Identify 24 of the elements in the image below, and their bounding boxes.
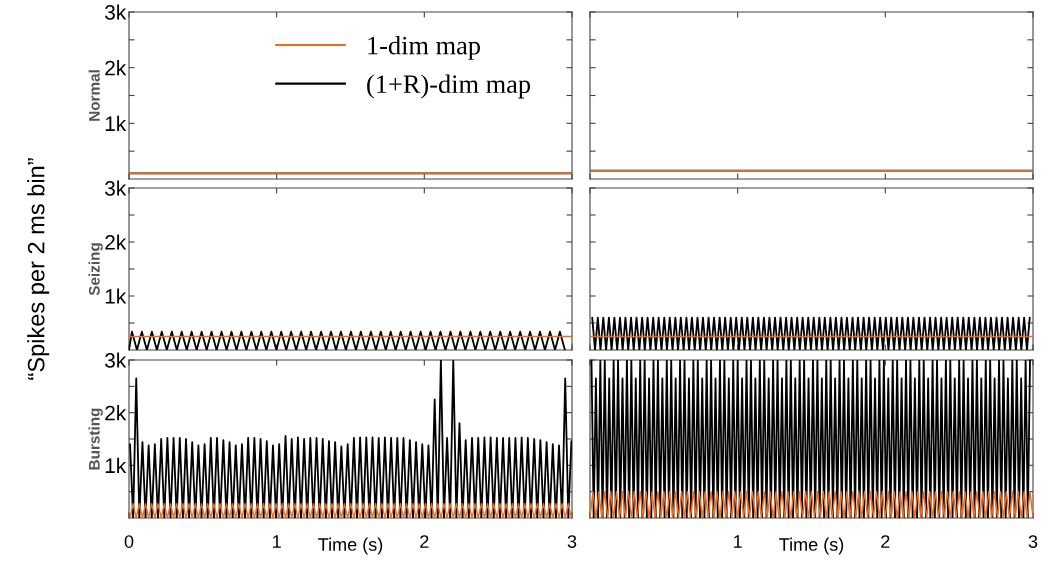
y-tick-label: 1k bbox=[105, 115, 127, 131]
y-tick-label: 2k bbox=[105, 60, 127, 76]
y-tick-label: 1k bbox=[105, 288, 127, 304]
y-tick-label: 2k bbox=[105, 405, 127, 421]
x-axis-title: Time (s) bbox=[779, 537, 844, 555]
x-tick-label: 3 bbox=[1028, 535, 1038, 548]
y-tick-label: 3k bbox=[105, 4, 127, 20]
x-tick-label: 1 bbox=[734, 535, 742, 548]
legend-label: (1+R)-dim map bbox=[367, 74, 531, 99]
y-tick-label: 3k bbox=[105, 180, 127, 196]
y-axis-title: Seizing bbox=[88, 243, 103, 296]
x-tick-label: 2 bbox=[420, 535, 429, 548]
x-tick-label: 3 bbox=[567, 535, 577, 548]
legend-label: 1-dim map bbox=[368, 35, 480, 60]
x-tick-label: 2 bbox=[881, 535, 890, 548]
y-axis-title: Normal bbox=[88, 70, 100, 121]
y-tick-label: 1k bbox=[105, 457, 127, 473]
y-axis-title: Bursting bbox=[88, 408, 103, 470]
y-tick-label: 2k bbox=[105, 234, 127, 250]
y-tick-label: 3k bbox=[105, 352, 127, 368]
text: “Spikes per 2 ms bin” bbox=[27, 158, 50, 380]
x-tick-label: 0 bbox=[124, 535, 134, 548]
x-axis-title: Time (s) bbox=[318, 537, 383, 555]
x-tick-label: 1 bbox=[273, 535, 281, 548]
